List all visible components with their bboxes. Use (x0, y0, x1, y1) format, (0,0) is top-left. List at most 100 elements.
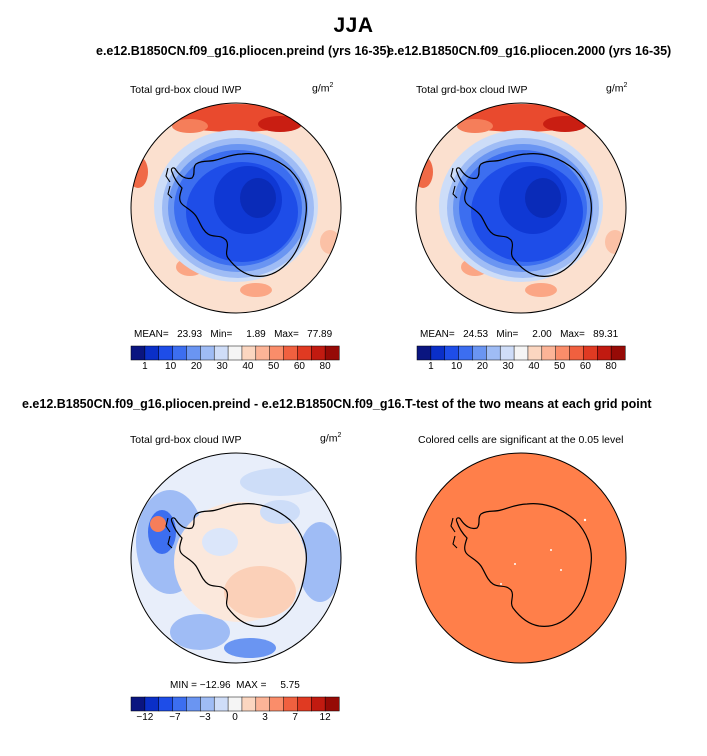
top-left-case-title: e.e12.B1850CN.f09_g16.pliocen.preind (yr… (96, 44, 391, 58)
top-left-colorbar-tick-label: 1 (142, 361, 148, 372)
bottom-left-map-coastline (170, 503, 307, 627)
bottom-right-map-field-1 (583, 518, 587, 522)
bottom-left-colorbar-tick-label: −12 (136, 712, 154, 723)
bottom-left-map-field-9 (202, 528, 238, 556)
top-left-map-field-3 (172, 119, 208, 133)
top-right-colorbar-tick-label: 30 (502, 361, 514, 372)
top-left-map-field-14 (240, 178, 276, 218)
top-right-colorbar-tick-label: 1 (428, 361, 434, 372)
top-right-colorbar-tick-label: 10 (451, 361, 463, 372)
top-right-map-field-14 (525, 178, 561, 218)
top-right-map-field-3 (457, 119, 493, 133)
top-left-colorbar-tick-label: 80 (319, 361, 331, 372)
top-left-variable: Total grd-box cloud IWP (130, 84, 242, 96)
top-left-map (130, 102, 342, 314)
top-left-colorbar-ticks: 1 10 20 30 40 50 60 80 (131, 361, 339, 375)
bottom-left-colorbar-swatch-14 (324, 696, 340, 712)
bottom-right-map-field-4 (500, 583, 502, 585)
top-left-colorbar-swatch-2 (158, 345, 174, 361)
figure-title: JJA (333, 14, 374, 37)
bottom-left-colorbar-swatch-12 (297, 696, 312, 712)
top-left-colorbar (130, 345, 340, 361)
top-right-colorbar-swatch-0 (416, 345, 432, 361)
top-left-colorbar-swatch-14 (324, 345, 340, 361)
bottom-left-colorbar-swatch-6 (213, 696, 229, 712)
bottom-left-colorbar-tick-label: 3 (262, 712, 268, 723)
top-right-colorbar-swatch-10 (555, 345, 571, 361)
top-right-map-border (415, 102, 627, 314)
bottom-left-map-field-8 (224, 566, 296, 618)
bottom-left-colorbar-swatch-4 (186, 696, 201, 712)
top-right-colorbar-swatch-1 (430, 345, 446, 361)
top-right-map-peninsula-islands (450, 167, 458, 199)
top-right-colorbar-swatch-6 (499, 345, 515, 361)
top-right-map-field-7 (605, 230, 625, 254)
top-right-map-field-6 (525, 283, 557, 297)
top-right-colorbar-swatch-2 (444, 345, 460, 361)
top-right-colorbar-swatch-8 (527, 345, 543, 361)
bottom-right-map-field-3 (514, 563, 516, 565)
top-right-map-coastline (455, 153, 592, 277)
bottom-left-colorbar-swatch-9 (255, 696, 271, 712)
top-left-colorbar-swatch-13 (311, 345, 326, 361)
bottom-left-map-field-4 (224, 638, 276, 658)
bottom-left-colorbar-swatch-8 (241, 696, 257, 712)
top-left-map-coastline (170, 153, 307, 277)
bottom-left-colorbar-tick-label: −7 (169, 712, 181, 723)
top-left-colorbar-swatch-4 (186, 345, 201, 361)
bottom-right-map-field-5 (560, 569, 562, 571)
top-left-map-field-7 (320, 230, 340, 254)
bottom-left-colorbar-tick-label: 0 (232, 712, 238, 723)
top-left-colorbar-tick-label: 30 (216, 361, 228, 372)
bottom-left-map-field-3 (170, 614, 230, 650)
top-right-colorbar-swatch-4 (472, 345, 487, 361)
bottom-left-colorbar-tick-label: −3 (199, 712, 211, 723)
bottom-left-colorbar-swatch-5 (200, 696, 215, 712)
top-right-colorbar-tick-label: 40 (528, 361, 540, 372)
top-right-colorbar-tick-label: 20 (476, 361, 488, 372)
top-right-variable: Total grd-box cloud IWP (416, 84, 528, 96)
bottom-right-map-border (415, 452, 627, 664)
bottom-left-colorbar-swatch-11 (283, 696, 298, 712)
top-left-colorbar-swatch-0 (130, 345, 146, 361)
bottom-left-colorbar-swatch-3 (172, 696, 188, 712)
top-right-colorbar-swatch-11 (569, 345, 584, 361)
top-right-colorbar-tick-label: 50 (554, 361, 566, 372)
bottom-left-colorbar-swatch-13 (311, 696, 326, 712)
bottom-left-colorbar-swatch-2 (158, 696, 174, 712)
top-left-map-field-2 (258, 116, 302, 132)
top-left-colorbar-swatch-8 (241, 345, 257, 361)
top-right-colorbar-swatch-5 (486, 345, 501, 361)
top-left-map-peninsula-islands (165, 167, 173, 199)
top-right-units: g/m2 (606, 82, 628, 95)
top-left-colorbar-swatch-12 (297, 345, 312, 361)
top-right-map (415, 102, 627, 314)
bottom-left-colorbar-swatch-0 (130, 696, 146, 712)
bottom-left-stats: MIN = −12.96 MAX = 5.75 (170, 680, 300, 691)
top-left-units: g/m2 (312, 82, 334, 95)
bottom-right-map-field-2 (550, 549, 552, 551)
top-right-map-field-4 (416, 156, 433, 188)
top-right-case-title: e.e12.B1850CN.f09_g16.pliocen.2000 (yrs … (387, 44, 672, 58)
top-left-colorbar-tick-label: 10 (165, 361, 177, 372)
top-left-map-border (130, 102, 342, 314)
top-left-colorbar-swatch-7 (227, 345, 243, 361)
bottom-left-map-field-11 (150, 516, 166, 532)
top-left-stats: MEAN= 23.93 Min= 1.89 Max= 77.89 (134, 329, 333, 340)
bottom-left-colorbar (130, 696, 340, 712)
bottom-left-units: g/m2 (320, 432, 342, 445)
top-left-colorbar-tick-label: 40 (242, 361, 254, 372)
top-right-colorbar-ticks: 1 10 20 30 40 50 60 80 (417, 361, 625, 375)
top-right-colorbar-swatch-14 (610, 345, 626, 361)
bottom-right-subtitle: Colored cells are significant at the 0.0… (418, 434, 624, 446)
top-left-colorbar-tick-label: 60 (293, 361, 305, 372)
bottom-right-map-coastline (455, 503, 592, 627)
bottom-left-colorbar-ticks: −12 −7 −3 0 3 7 12 (131, 712, 339, 726)
top-left-colorbar-tick-label: 50 (268, 361, 280, 372)
top-left-colorbar-swatch-9 (255, 345, 271, 361)
top-right-colorbar-swatch-7 (513, 345, 529, 361)
bottom-left-map-field-5 (298, 522, 341, 602)
top-left-map-field-6 (240, 283, 272, 297)
top-right-colorbar-tick-label: 60 (579, 361, 591, 372)
bottom-left-colorbar-swatch-7 (227, 696, 243, 712)
